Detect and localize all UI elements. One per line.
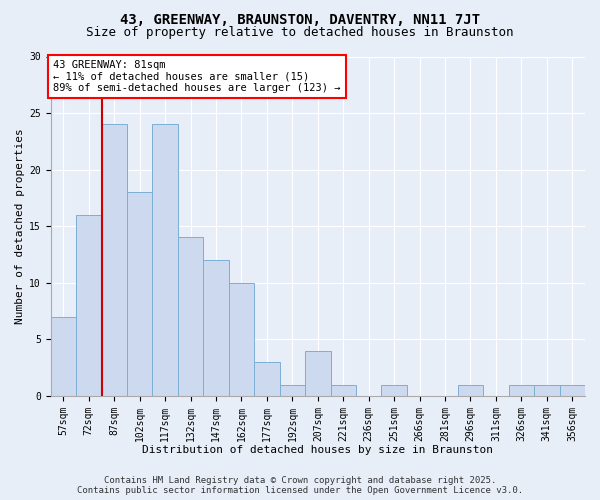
Bar bbox=[458, 384, 483, 396]
Text: Contains HM Land Registry data © Crown copyright and database right 2025.
Contai: Contains HM Land Registry data © Crown c… bbox=[77, 476, 523, 495]
Text: 43, GREENWAY, BRAUNSTON, DAVENTRY, NN11 7JT: 43, GREENWAY, BRAUNSTON, DAVENTRY, NN11 … bbox=[120, 12, 480, 26]
Bar bbox=[560, 384, 585, 396]
Bar bbox=[229, 282, 254, 396]
Bar bbox=[534, 384, 560, 396]
Bar bbox=[331, 384, 356, 396]
Text: Size of property relative to detached houses in Braunston: Size of property relative to detached ho… bbox=[86, 26, 514, 39]
Bar bbox=[382, 384, 407, 396]
Text: 43 GREENWAY: 81sqm
← 11% of detached houses are smaller (15)
89% of semi-detache: 43 GREENWAY: 81sqm ← 11% of detached hou… bbox=[53, 60, 341, 93]
Y-axis label: Number of detached properties: Number of detached properties bbox=[15, 128, 25, 324]
Bar bbox=[254, 362, 280, 396]
Bar bbox=[101, 124, 127, 396]
Bar bbox=[178, 238, 203, 396]
Bar bbox=[127, 192, 152, 396]
Bar bbox=[152, 124, 178, 396]
Bar bbox=[50, 316, 76, 396]
Bar bbox=[305, 350, 331, 396]
Bar bbox=[280, 384, 305, 396]
Bar bbox=[509, 384, 534, 396]
X-axis label: Distribution of detached houses by size in Braunston: Distribution of detached houses by size … bbox=[142, 445, 493, 455]
Bar bbox=[203, 260, 229, 396]
Bar bbox=[76, 215, 101, 396]
